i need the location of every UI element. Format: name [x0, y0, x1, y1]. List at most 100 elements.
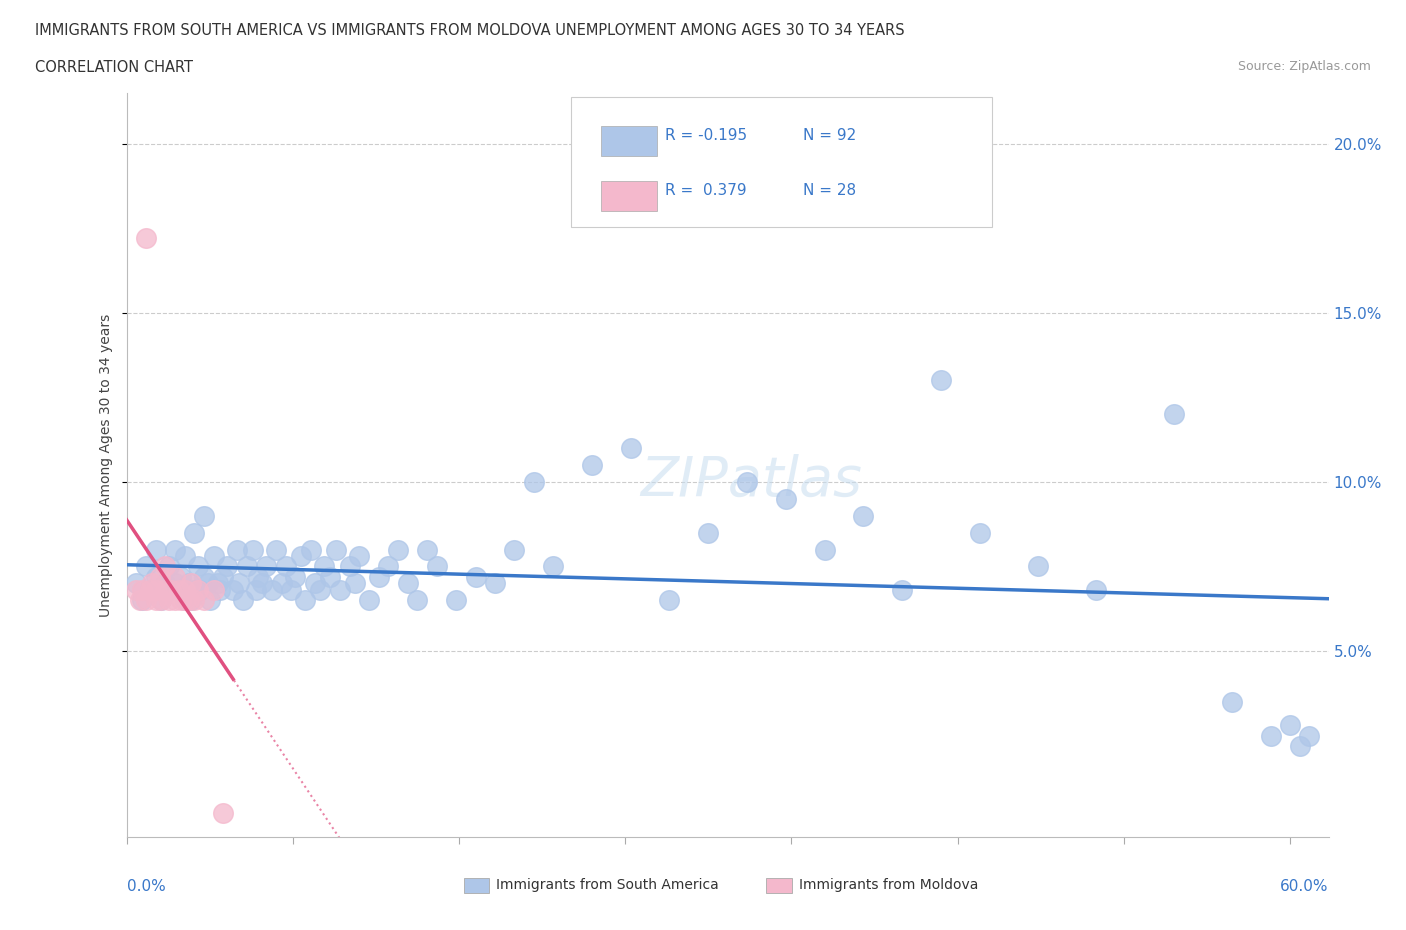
Point: [202, 549, 225, 564]
FancyBboxPatch shape: [571, 97, 993, 227]
Text: N = 28: N = 28: [803, 183, 856, 198]
Point: [523, 474, 546, 489]
Text: Immigrants from Moldova: Immigrants from Moldova: [799, 878, 979, 893]
Point: [145, 569, 167, 584]
Point: [294, 592, 316, 607]
Point: [125, 583, 148, 598]
Point: [212, 806, 235, 821]
Point: [416, 542, 439, 557]
Point: [252, 576, 274, 591]
Point: [426, 559, 449, 574]
Point: [620, 441, 643, 456]
Point: [1288, 738, 1310, 753]
Point: [247, 569, 270, 584]
Point: [274, 559, 297, 574]
Point: [357, 592, 380, 607]
Point: [173, 583, 195, 598]
Point: [314, 559, 336, 574]
Point: [135, 592, 157, 607]
Point: [157, 592, 180, 607]
Point: [193, 592, 215, 607]
Point: [183, 525, 205, 540]
Point: [969, 525, 991, 540]
Point: [163, 592, 186, 607]
Text: Immigrants from South America: Immigrants from South America: [496, 878, 718, 893]
Point: [202, 583, 225, 598]
Point: [187, 583, 209, 598]
Point: [167, 583, 190, 598]
Point: [387, 542, 409, 557]
Point: [193, 509, 215, 524]
Point: [139, 583, 162, 598]
Text: N = 92: N = 92: [803, 127, 856, 142]
Point: [183, 592, 205, 607]
Point: [145, 542, 167, 557]
Point: [141, 576, 163, 591]
Text: 60.0%: 60.0%: [1281, 879, 1329, 894]
Point: [183, 583, 205, 598]
Point: [157, 559, 180, 574]
Point: [232, 592, 254, 607]
Point: [135, 231, 157, 246]
Point: [163, 542, 186, 557]
Point: [197, 576, 219, 591]
Point: [135, 559, 157, 574]
Point: [145, 592, 167, 607]
Point: [406, 592, 429, 607]
Point: [891, 583, 914, 598]
FancyBboxPatch shape: [602, 126, 657, 156]
Point: [167, 583, 190, 598]
Point: [150, 592, 173, 607]
Point: [1026, 559, 1049, 574]
Point: [929, 373, 952, 388]
Point: [150, 592, 173, 607]
Point: [163, 569, 186, 584]
Point: [129, 592, 152, 607]
Point: [139, 583, 162, 598]
Point: [280, 583, 302, 598]
Text: CORRELATION CHART: CORRELATION CHART: [35, 60, 193, 75]
Point: [735, 474, 758, 489]
Point: [377, 559, 399, 574]
Point: [319, 569, 342, 584]
Point: [193, 569, 215, 584]
Point: [1085, 583, 1108, 598]
Point: [484, 576, 506, 591]
Point: [503, 542, 526, 557]
Bar: [766, 878, 792, 893]
FancyBboxPatch shape: [602, 181, 657, 211]
Point: [155, 559, 177, 574]
Point: [658, 592, 681, 607]
Point: [299, 542, 322, 557]
Point: [260, 583, 283, 598]
Point: [148, 569, 170, 584]
Point: [1298, 728, 1320, 743]
Point: [581, 458, 603, 472]
Point: [347, 549, 370, 564]
Point: [208, 583, 231, 598]
Point: [1220, 695, 1243, 710]
Point: [180, 592, 202, 607]
Point: [155, 583, 177, 598]
Point: [325, 542, 347, 557]
Point: [344, 576, 367, 591]
Y-axis label: Unemployment Among Ages 30 to 34 years: Unemployment Among Ages 30 to 34 years: [100, 313, 114, 617]
Text: R = -0.195: R = -0.195: [665, 127, 747, 142]
Point: [173, 549, 195, 564]
Point: [170, 592, 193, 607]
Point: [177, 576, 200, 591]
Point: [217, 559, 239, 574]
Point: [228, 576, 250, 591]
Point: [775, 491, 797, 506]
Text: Source: ZipAtlas.com: Source: ZipAtlas.com: [1237, 60, 1371, 73]
Point: [235, 559, 259, 574]
Point: [173, 592, 195, 607]
Point: [245, 583, 267, 598]
Point: [367, 569, 389, 584]
Point: [264, 542, 287, 557]
Point: [270, 576, 292, 591]
Point: [813, 542, 835, 557]
Point: [155, 576, 177, 591]
Point: [697, 525, 720, 540]
Point: [177, 592, 200, 607]
